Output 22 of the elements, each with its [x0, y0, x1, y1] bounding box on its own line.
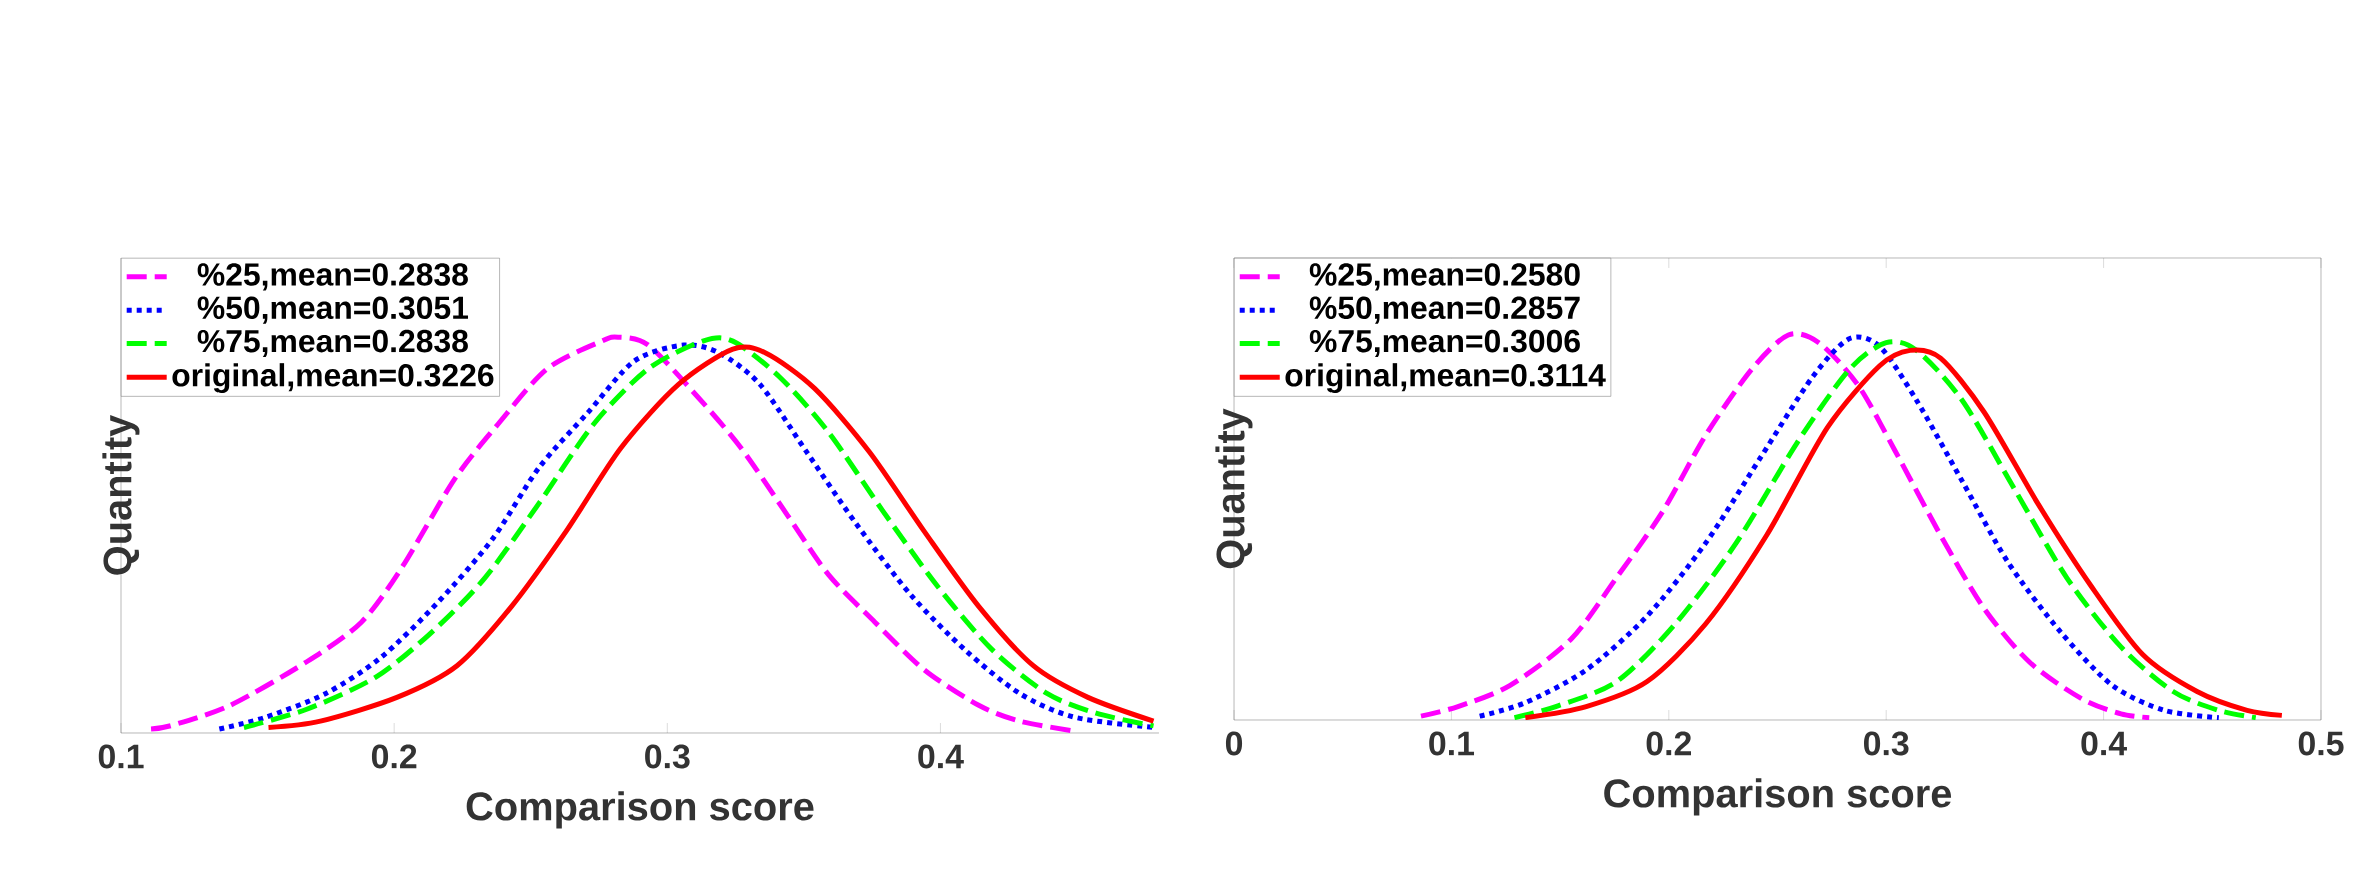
legend-label: %75,mean=0.3006: [1309, 329, 1580, 358]
legend-label: %75,mean=0.2838: [197, 329, 468, 358]
legend-label: %50,mean=0.3051: [197, 296, 469, 324]
x-tick-label: 0.2: [1646, 731, 1691, 756]
legend-label: %25,mean=0.2838: [197, 263, 468, 291]
x-tick-label: 0.3: [645, 744, 690, 769]
legend-label: original,mean=0.3114: [1285, 363, 1606, 394]
legend-label: original,mean=0.3226: [172, 363, 494, 394]
legend-label: %25,mean=0.2580: [1309, 263, 1580, 291]
x-tick-label: 0.1: [98, 744, 144, 769]
x-tick-label: 0: [1225, 731, 1243, 756]
y-axis-title: Quantity: [102, 414, 140, 575]
legend-label: %50,mean=0.2857: [1309, 296, 1580, 324]
x-tick-label: 0.4: [918, 744, 964, 769]
x-tick-label: 0.1: [1429, 731, 1475, 756]
y-axis-title: Quantity: [1215, 408, 1253, 569]
x-tick-label: 0.2: [371, 744, 417, 769]
x-axis-title: Comparison score: [466, 791, 814, 829]
x-tick-label: 0.3: [1864, 731, 1909, 756]
x-tick-label: 0.5: [2298, 731, 2344, 756]
x-axis-title: Comparison score: [1604, 778, 1952, 816]
x-tick-label: 0.4: [2081, 731, 2127, 756]
